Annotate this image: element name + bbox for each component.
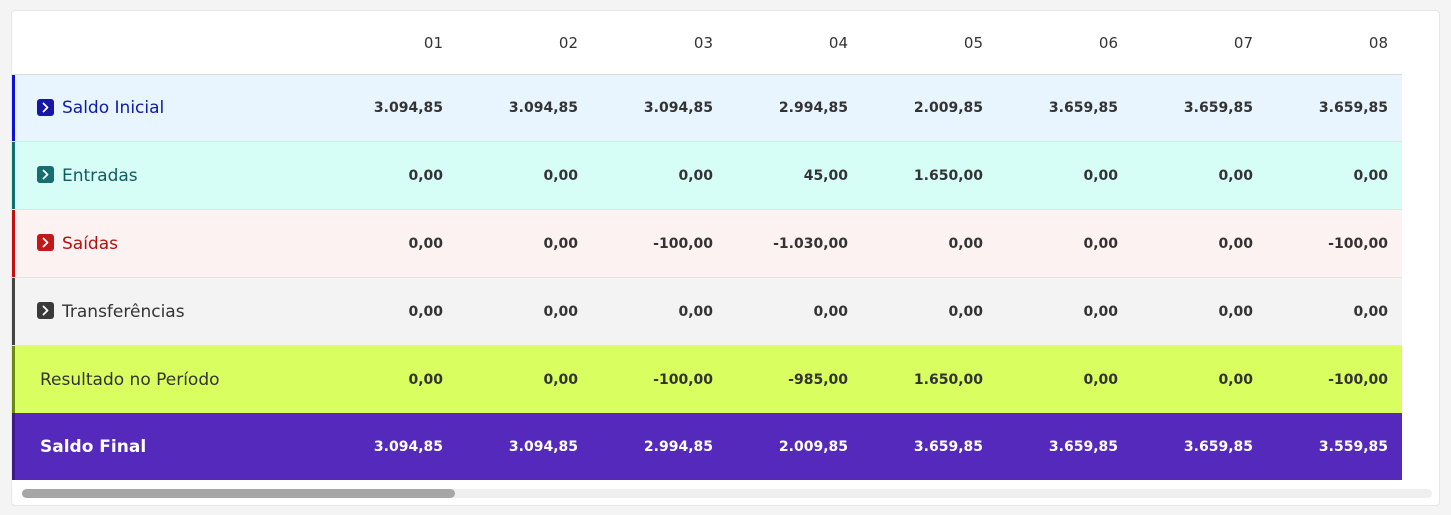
value-cell: 0,00	[457, 141, 592, 210]
row-saldo-final: Saldo Final 3.094,85 3.094,85 2.994,85 2…	[12, 413, 1402, 480]
row-label: Saldo Final	[40, 436, 147, 457]
row-label: Saldo Inicial	[62, 98, 165, 118]
row-label-cell[interactable]: Saídas	[12, 209, 322, 278]
value-cell: 0,00	[322, 141, 457, 210]
value-cell: 0,00	[592, 141, 727, 210]
value-cell: 3.659,85	[862, 413, 997, 480]
value-cell: 3.659,85	[1132, 74, 1267, 142]
header-label-column	[12, 11, 322, 75]
row-accent-bar	[12, 210, 15, 277]
column-header: 08	[1267, 11, 1402, 75]
row-accent-bar	[12, 413, 15, 480]
value-cell: 3.659,85	[997, 413, 1132, 480]
row-label-cell[interactable]: Saldo Inicial	[12, 74, 322, 142]
row-saidas: Saídas 0,00 0,00 -100,00 -1.030,00 0,00 …	[12, 209, 1402, 278]
value-cell: 2.009,85	[862, 74, 997, 142]
value-cell: 0,00	[457, 277, 592, 346]
row-accent-bar	[12, 278, 15, 345]
value-cell: 0,00	[457, 209, 592, 278]
horizontal-scrollbar[interactable]	[22, 489, 1432, 498]
value-cell: 2.009,85	[727, 413, 862, 480]
value-cell: 0,00	[997, 209, 1132, 278]
value-cell: 0,00	[997, 277, 1132, 346]
value-cell: 0,00	[1132, 209, 1267, 278]
chevron-right-icon[interactable]	[37, 98, 54, 116]
value-cell: 0,00	[457, 345, 592, 413]
value-cell: 3.094,85	[457, 74, 592, 142]
value-cell: 0,00	[322, 277, 457, 346]
value-cell: 3.094,85	[322, 74, 457, 142]
value-cell: 0,00	[1132, 141, 1267, 210]
value-cell: -100,00	[1267, 209, 1402, 278]
cash-flow-table: 01 02 03 04 05 06 07 08 S	[12, 11, 1402, 480]
chevron-right-icon[interactable]	[37, 234, 54, 251]
row-saldo-inicial: Saldo Inicial 3.094,85 3.094,85 3.094,85…	[12, 74, 1402, 142]
value-cell: 0,00	[997, 345, 1132, 413]
column-header: 03	[592, 11, 727, 75]
row-label-cell[interactable]: Entradas	[12, 141, 322, 210]
value-cell: 3.659,85	[997, 74, 1132, 142]
value-cell: 3.094,85	[322, 413, 457, 480]
value-cell: 45,00	[727, 141, 862, 210]
column-header: 07	[1132, 11, 1267, 75]
value-cell: 3.659,85	[1132, 413, 1267, 480]
column-header: 01	[322, 11, 457, 75]
value-cell: 0,00	[592, 277, 727, 346]
value-cell: 2.994,85	[727, 74, 862, 142]
table-viewport: 01 02 03 04 05 06 07 08 S	[12, 11, 1439, 481]
value-cell: 0,00	[1267, 141, 1402, 210]
value-cell: 1.650,00	[862, 141, 997, 210]
column-header: 06	[997, 11, 1132, 75]
row-label: Transferências	[62, 301, 185, 322]
value-cell: -100,00	[592, 209, 727, 278]
row-label-cell: Resultado no Período	[12, 345, 322, 413]
cash-flow-card: 01 02 03 04 05 06 07 08 S	[11, 10, 1440, 506]
value-cell: 3.094,85	[592, 74, 727, 142]
value-cell: 0,00	[862, 209, 997, 278]
value-cell: -1.030,00	[727, 209, 862, 278]
value-cell: 0,00	[727, 277, 862, 346]
value-cell: -985,00	[727, 345, 862, 413]
value-cell: 3.659,85	[1267, 74, 1402, 142]
row-resultado-no-periodo: Resultado no Período 0,00 0,00 -100,00 -…	[12, 345, 1402, 413]
value-cell: 0,00	[997, 141, 1132, 210]
column-header: 02	[457, 11, 592, 75]
scrollbar-thumb[interactable]	[22, 489, 455, 498]
row-accent-bar	[12, 142, 15, 209]
header-row: 01 02 03 04 05 06 07 08	[12, 11, 1402, 75]
value-cell: 0,00	[862, 277, 997, 346]
value-cell: 0,00	[322, 345, 457, 413]
value-cell: 1.650,00	[862, 345, 997, 413]
row-accent-bar	[12, 346, 15, 413]
row-label-cell: Saldo Final	[12, 413, 322, 480]
value-cell: -100,00	[1267, 345, 1402, 413]
row-accent-bar	[12, 75, 15, 141]
value-cell: 0,00	[1132, 345, 1267, 413]
row-label: Entradas	[62, 165, 138, 186]
row-entradas: Entradas 0,00 0,00 0,00 45,00 1.650,00 0…	[12, 141, 1402, 210]
value-cell: 0,00	[322, 209, 457, 278]
chevron-right-icon[interactable]	[37, 166, 54, 183]
column-header: 05	[862, 11, 997, 75]
value-cell: 2.994,85	[592, 413, 727, 480]
chevron-right-icon[interactable]	[37, 302, 54, 319]
column-header: 04	[727, 11, 862, 75]
value-cell: 0,00	[1267, 277, 1402, 346]
value-cell: -100,00	[592, 345, 727, 413]
value-cell: 3.559,85	[1267, 413, 1402, 480]
row-label-cell[interactable]: Transferências	[12, 277, 322, 346]
value-cell: 0,00	[1132, 277, 1267, 346]
row-label: Saídas	[62, 233, 118, 254]
row-transferencias: Transferências 0,00 0,00 0,00 0,00 0,00 …	[12, 277, 1402, 346]
value-cell: 3.094,85	[457, 413, 592, 480]
row-label: Resultado no Período	[40, 369, 220, 390]
